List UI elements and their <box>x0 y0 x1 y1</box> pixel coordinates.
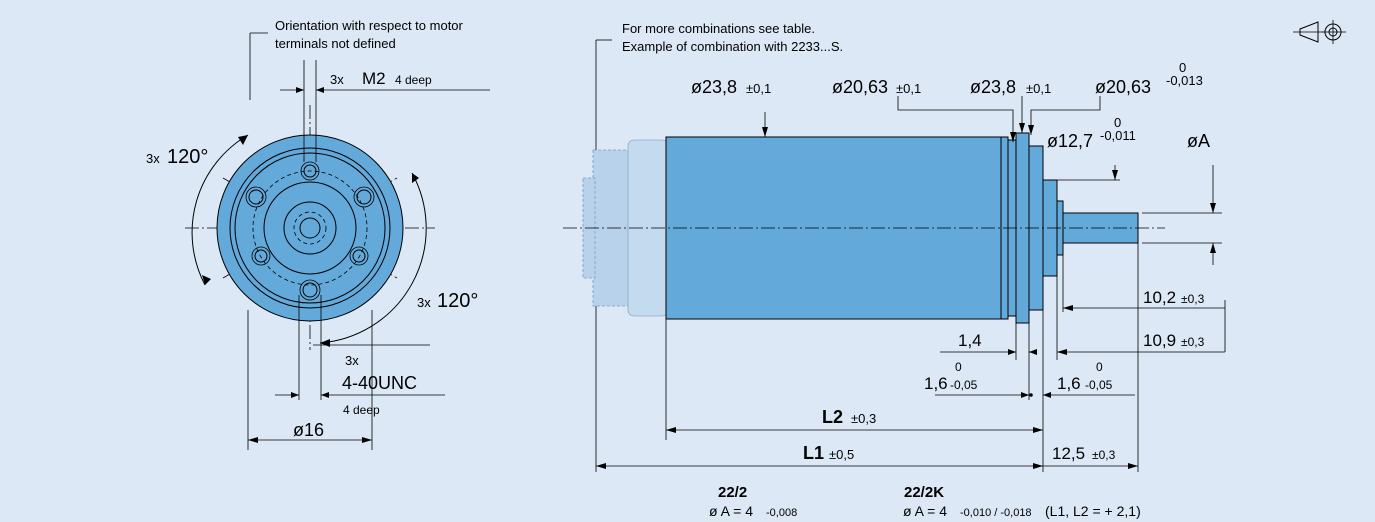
dia-12-7-lower: -0,011 <box>1100 128 1136 143</box>
dia-20-63-left-tol: ±0,1 <box>896 81 921 96</box>
side-view <box>563 39 1226 472</box>
dim-1-6-left: 1,6 <box>924 374 948 393</box>
dim-1-6-left-lower: -0,05 <box>950 378 978 392</box>
dim-10-9: 10,9 <box>1143 331 1176 350</box>
third-angle-projection-icon <box>1293 20 1346 44</box>
dia-23-8-left-tol: ±0,1 <box>746 81 771 96</box>
dim-12-5-tol: ±0,3 <box>1092 448 1116 462</box>
angle-top-prefix: 3x <box>146 151 160 166</box>
angle-bottom-prefix: 3x <box>417 295 431 310</box>
m2-label: M2 <box>362 69 386 88</box>
table-col1-head: 22/2 <box>718 484 747 501</box>
flange-outer <box>216 134 404 322</box>
m2-depth: 4 deep <box>395 73 432 87</box>
angle-bottom-value: 120° <box>437 290 478 312</box>
dim-l1: L1 <box>803 443 824 463</box>
table-col2-head: 22/2K <box>904 484 944 501</box>
dim-10-2-tol: ±0,3 <box>1181 292 1205 306</box>
side-note-line1: For more combinations see table. <box>622 21 815 36</box>
dia-23-8-left: ø23,8 <box>691 77 737 97</box>
table-col1-value: ø A = 4 <box>709 503 753 519</box>
dia-20-63-right: ø20,63 <box>1095 77 1151 97</box>
dia-a: øA <box>1187 131 1210 151</box>
dim-12-5: 12,5 <box>1052 444 1085 463</box>
dim-l2-tol: ±0,3 <box>851 411 876 426</box>
dim-1-6-left-upper: 0 <box>955 360 962 374</box>
dia-20-63-right-upper: 0 <box>1179 60 1186 75</box>
table-col2-value: ø A = 4 <box>903 503 947 519</box>
dia-20-63-right-lower: -0,013 <box>1166 73 1203 88</box>
dim-1-6-right-lower: -0,05 <box>1085 378 1113 392</box>
dim-10-9-tol: ±0,3 <box>1181 335 1205 349</box>
unc-prefix: 3x <box>345 353 359 368</box>
dim-1-6-right: 1,6 <box>1057 374 1081 393</box>
unc-depth: 4 deep <box>343 403 380 417</box>
dim-1-4: 1,4 <box>958 331 982 350</box>
table-col2-note: (L1, L2 = + 2,1) <box>1045 503 1141 519</box>
dia-23-8-right: ø23,8 <box>970 77 1016 97</box>
dim-1-6-right-upper: 0 <box>1096 360 1103 374</box>
dia-12-7: ø12,7 <box>1047 131 1093 151</box>
angle-top-value: 120° <box>167 146 208 168</box>
m2-prefix: 3x <box>330 72 344 87</box>
dia-12-7-upper: 0 <box>1114 115 1121 130</box>
table-col1-tol: -0,008 <box>766 507 797 519</box>
front-view <box>185 32 490 450</box>
mounting-holes <box>245 186 375 301</box>
table-col2-tol: -0,010 / -0,018 <box>960 507 1032 519</box>
dim-l1-tol: ±0,5 <box>829 447 854 462</box>
dia-20-63-left: ø20,63 <box>832 77 888 97</box>
unc-label: 4-40UNC <box>342 373 417 393</box>
dim-l2: L2 <box>822 407 843 427</box>
dia16-label: ø16 <box>293 420 324 440</box>
side-note-line2: Example of combination with 2233...S. <box>622 39 843 54</box>
dim-10-2: 10,2 <box>1143 288 1176 307</box>
tapped-holes <box>251 161 369 266</box>
dia-23-8-right-tol: ±0,1 <box>1026 81 1051 96</box>
front-note-line1: Orientation with respect to motor <box>275 18 464 33</box>
front-note-line2: terminals not defined <box>275 36 396 51</box>
